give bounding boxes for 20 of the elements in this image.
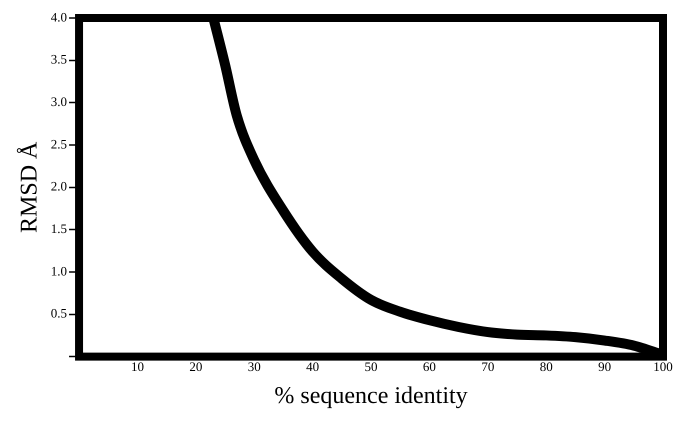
y-tick-label: 3.5 xyxy=(50,52,68,67)
x-tick-label: 60 xyxy=(422,358,436,374)
x-tick-label: 100 xyxy=(653,358,673,374)
y-tick-label: 2.5 xyxy=(50,136,68,152)
x-tick-label: 10 xyxy=(130,358,144,374)
x-axis-title: % sequence identity xyxy=(274,382,468,409)
y-tick-label: 2.0 xyxy=(50,178,68,194)
y-tick-label: 1.0 xyxy=(50,263,68,278)
x-tick-label: 30 xyxy=(248,358,261,374)
y-tick-label: 1.5 xyxy=(50,221,68,236)
x-tick-label: 70 xyxy=(481,358,494,374)
x-tick-label: 50 xyxy=(364,358,378,374)
y-tick-label: 0.5 xyxy=(50,306,68,321)
x-tick-label: 90 xyxy=(598,358,612,374)
y-tick-label: 4.0 xyxy=(50,9,68,24)
x-tick-label: 40 xyxy=(306,358,320,374)
y-axis-title: RMSD Å xyxy=(16,140,43,233)
x-tick-label: 20 xyxy=(189,358,202,374)
y-tick-label: 3.0 xyxy=(50,94,68,110)
x-tick-label: 80 xyxy=(540,358,553,374)
